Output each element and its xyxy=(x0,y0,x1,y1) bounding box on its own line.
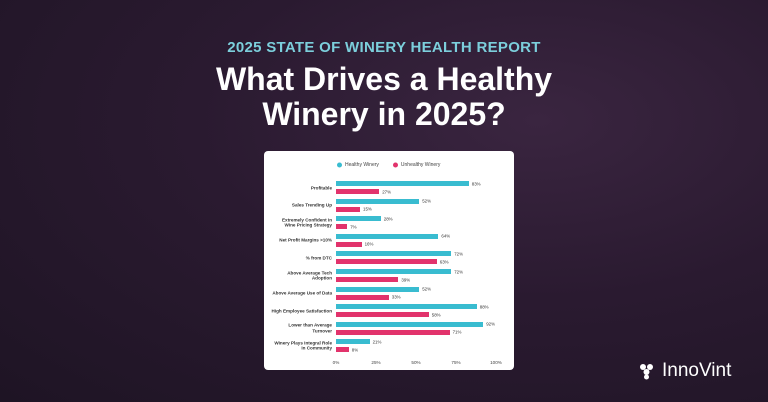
category-label: Lower than Average Turnover xyxy=(288,322,332,334)
bar xyxy=(336,251,452,257)
value-label: 39% xyxy=(401,277,411,282)
category-label: % from DTC xyxy=(305,255,332,261)
bar xyxy=(336,286,420,292)
value-label: 63% xyxy=(439,259,449,265)
x-tick-label: 25% xyxy=(371,360,381,365)
value-label: 16% xyxy=(364,241,374,247)
bar xyxy=(336,277,399,282)
value-label: 21% xyxy=(372,339,382,345)
category-label: Net Profit Margins >10% xyxy=(279,237,332,243)
bar xyxy=(336,198,420,204)
bar xyxy=(336,189,380,194)
legend-swatch xyxy=(337,162,342,168)
value-label: 33% xyxy=(391,294,401,300)
bar xyxy=(336,241,362,247)
category-label: Profitable xyxy=(310,184,332,190)
value-label: 7% xyxy=(350,224,357,230)
logo-icon xyxy=(640,364,653,380)
brand: InnoVint xyxy=(662,360,732,381)
bar xyxy=(336,321,484,327)
value-label: 27% xyxy=(382,189,391,194)
legend-swatch xyxy=(392,162,398,168)
value-label: 64% xyxy=(441,233,451,239)
bar xyxy=(336,181,469,186)
bar xyxy=(336,259,437,265)
value-label: 83% xyxy=(471,181,481,186)
bar xyxy=(336,329,450,335)
category-label: Sales Trending Up xyxy=(291,202,332,208)
bar xyxy=(336,233,439,239)
x-tick-label: 75% xyxy=(451,360,461,365)
value-label: 71% xyxy=(452,329,462,335)
value-label: 92% xyxy=(486,321,495,327)
value-label: 88% xyxy=(479,304,489,310)
value-label: 72% xyxy=(454,269,463,274)
bar xyxy=(336,206,360,212)
legend-label: Healthy Winery xyxy=(345,162,379,168)
x-tick-label: 50% xyxy=(411,360,421,365)
category-label: High Employee Satisfaction xyxy=(271,307,333,313)
bar xyxy=(336,294,389,300)
bar xyxy=(336,224,348,230)
legend-label: Unhealthy Winery xyxy=(400,162,441,168)
category-label: Above Average Tech Adoption xyxy=(287,270,332,281)
value-label: 52% xyxy=(422,286,431,292)
kicker: 2025 STATE OF WINERY HEALTH REPORT xyxy=(227,39,541,56)
headline: What Drives a Healthy Winery in 2025? xyxy=(215,61,553,132)
value-label: 8% xyxy=(351,347,359,353)
bar xyxy=(336,304,477,310)
x-tick-label: 100% xyxy=(490,360,502,365)
bar xyxy=(336,339,370,345)
bar xyxy=(336,312,429,318)
bar xyxy=(336,216,381,222)
bar xyxy=(336,269,452,274)
value-label: 52% xyxy=(422,198,431,204)
x-tick-label: 0% xyxy=(332,360,340,365)
bar xyxy=(336,347,349,353)
value-label: 28% xyxy=(383,216,393,222)
category-label: Winery Plays Integral Role in Community xyxy=(274,340,332,351)
category-label: Above Average Use of Data xyxy=(272,290,332,296)
value-label: 72% xyxy=(454,251,463,257)
category-label: Extremely Confident in Wine Pricing Stra… xyxy=(281,217,332,228)
value-label: 58% xyxy=(431,312,441,318)
value-label: 15% xyxy=(363,206,372,212)
